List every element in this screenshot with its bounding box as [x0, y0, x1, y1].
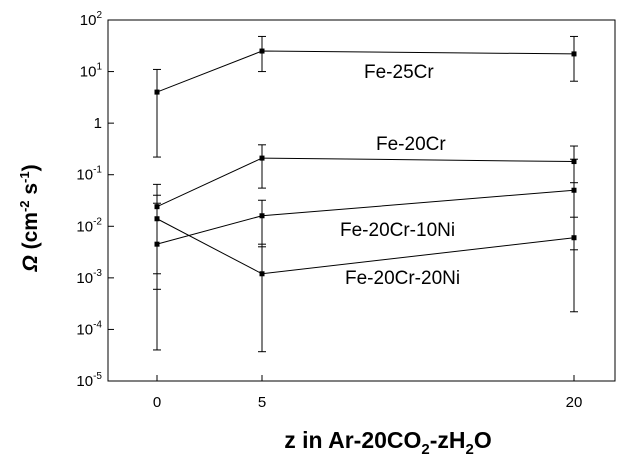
y-tick-label: 10-3	[76, 268, 102, 287]
x-tick-label: 5	[258, 394, 266, 411]
series-fe-25cr	[153, 35, 578, 158]
y-tick-label: 10-5	[76, 371, 102, 390]
y-tick-label-exponent: -2	[93, 216, 102, 227]
plot-border	[107, 19, 616, 382]
data-point	[259, 271, 265, 277]
y-axis-title-exp2: -1	[17, 171, 32, 183]
y-tick-label: 10-1	[76, 165, 102, 184]
series-label-fe-25cr: Fe-25Cr	[364, 62, 434, 83]
y-tick-label: 1	[94, 115, 102, 132]
y-tick-label-exponent: 2	[96, 10, 102, 21]
x-axis-title: z in Ar-20CO2-zH2O	[284, 427, 492, 458]
x-axis-title-pre: z in Ar-20CO	[284, 427, 421, 453]
y-tick-label-exponent: -4	[93, 319, 102, 330]
y-tick-label: 102	[80, 10, 103, 29]
y-tick-label-base: 10	[76, 167, 93, 184]
series-fe-20cr	[153, 144, 578, 275]
y-tick-label-exponent: -5	[93, 371, 102, 382]
y-tick-label-base: 1	[94, 115, 102, 132]
x-axis: 0 5 20	[153, 375, 583, 411]
y-axis-title-mid: s	[19, 183, 42, 201]
series-labels: Fe-25Cr Fe-20Cr Fe-20Cr-10Ni Fe-20Cr-20Ni	[340, 62, 460, 289]
y-tick-label-base: 10	[80, 64, 97, 81]
series-fe-20cr-20ni	[153, 202, 578, 353]
data-point	[154, 89, 160, 95]
y-axis-title: Ω (cm-2 s-1)	[17, 164, 42, 272]
y-axis-title-exp1: -2	[17, 200, 32, 212]
series-line	[156, 157, 575, 208]
y-tick-label-base: 10	[80, 12, 97, 29]
y-tick-label-exponent: -1	[93, 165, 102, 176]
series-label-fe-20cr: Fe-20Cr	[376, 134, 446, 155]
y-tick-label: 10-2	[76, 216, 102, 235]
series-layer	[153, 35, 578, 353]
x-axis-title-post: O	[474, 427, 492, 453]
x-tick-label: 20	[566, 394, 583, 411]
series-label-fe-20cr-20ni: Fe-20Cr-20Ni	[345, 268, 460, 289]
y-tick-label: 10-4	[76, 319, 102, 338]
y-axis-title-close: )	[19, 164, 42, 171]
data-point	[259, 155, 265, 161]
y-tick-label-base: 10	[76, 270, 93, 287]
y-tick-label-exponent: -3	[93, 268, 102, 279]
y-tick-label-base: 10	[76, 218, 93, 235]
series-label-fe-20cr-10ni: Fe-20Cr-10Ni	[340, 220, 455, 241]
data-point	[259, 213, 265, 219]
y-tick-label: 101	[80, 62, 103, 81]
data-point	[259, 48, 265, 54]
y-tick-label-base: 10	[76, 373, 93, 390]
y-tick-label-base: 10	[76, 321, 93, 338]
y-tick-label-exponent: 1	[96, 62, 102, 73]
x-axis-title-sub1: 2	[421, 441, 429, 458]
y-axis-title-open: (cm	[19, 212, 42, 255]
y-axis-title-omega: Ω	[19, 255, 42, 272]
x-tick-label: 0	[153, 394, 161, 411]
x-axis-title-mid: -zH	[430, 427, 466, 453]
data-point	[571, 51, 577, 57]
data-point	[571, 187, 577, 193]
data-point	[154, 216, 160, 222]
x-axis-title-sub2: 2	[466, 441, 474, 458]
plot-area	[107, 19, 616, 382]
data-point	[571, 235, 577, 241]
